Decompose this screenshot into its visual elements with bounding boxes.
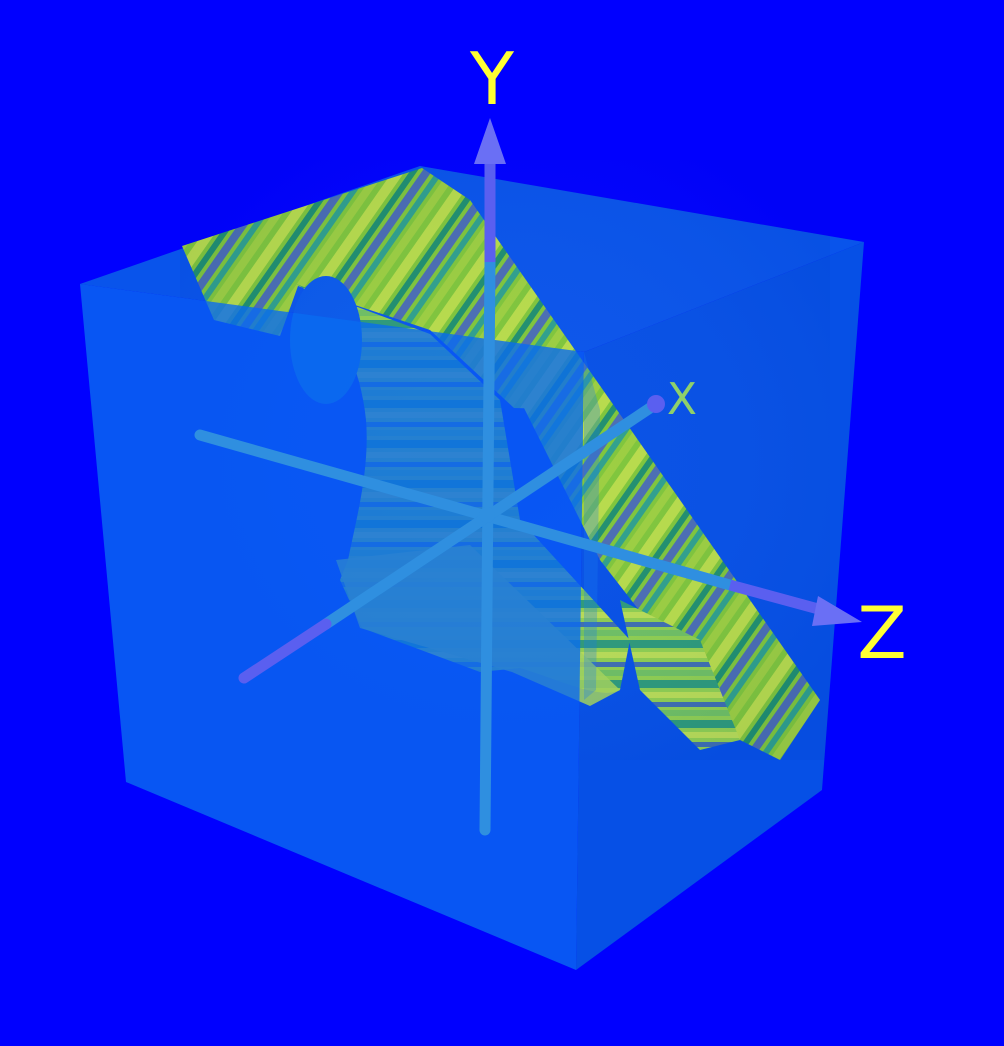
x-axis-neg-shaft (238, 618, 332, 684)
cube-front-face (80, 284, 584, 970)
x-axis-label: X (667, 374, 697, 425)
y-axis-label: Y (469, 37, 515, 121)
z-axis-arrowhead (812, 596, 862, 626)
axes (194, 118, 862, 836)
z-axis-label: Z (857, 591, 906, 675)
y-axis-arrowhead (474, 118, 506, 164)
axis-origin (479, 507, 495, 523)
x-axis-tip (647, 395, 665, 413)
y-axis-shaft (479, 256, 496, 836)
z-axis-shaft (194, 429, 736, 591)
z-axis-arrow-shaft (728, 579, 824, 616)
